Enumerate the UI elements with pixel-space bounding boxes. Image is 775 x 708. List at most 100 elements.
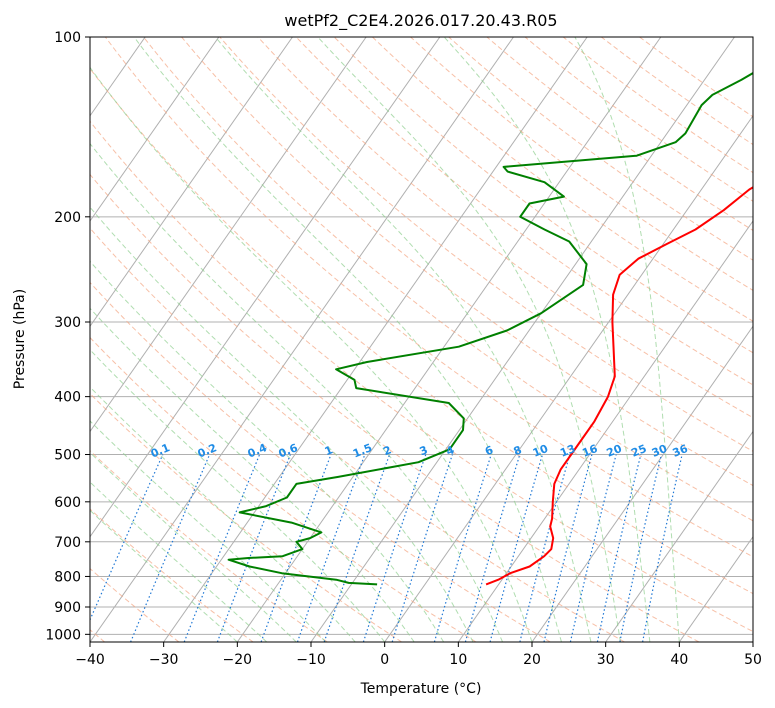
isotherm-line (531, 325, 753, 642)
x-tick-label: −20 (223, 652, 253, 668)
isotherm-line (678, 535, 753, 642)
mixing-ratio-line (296, 454, 366, 642)
dry-adiabat-line (90, 173, 700, 642)
mixing-ratio-line (569, 454, 617, 642)
isotherm-line (90, 37, 220, 222)
moist-adiabat-line (215, 37, 592, 642)
mixing-ratio-label: 30 (650, 442, 669, 460)
moist-adiabat-line (90, 142, 503, 642)
axes: −40 −30 −20 −10 0 10 20 30 40 5010020030040050060… (45, 30, 762, 668)
dry-adiabat-line (372, 37, 753, 322)
y-tick-label: 700 (54, 535, 81, 551)
mixing-ratio-line (489, 454, 544, 642)
mixing-ratio-label: 25 (629, 442, 648, 460)
mixing-ratio-label: 1 (323, 443, 335, 458)
x-tick-label: −30 (149, 652, 179, 668)
moist-adiabat-line (90, 260, 445, 642)
isotherm-line (163, 37, 588, 642)
mixing-ratio-line (464, 454, 521, 642)
mixing-ratio-label: 8 (512, 443, 524, 458)
dry-adiabat-line (486, 37, 753, 231)
isotherm-line (384, 114, 753, 642)
y-tick-label: 200 (54, 210, 81, 226)
moist-adiabat-line (90, 206, 474, 642)
moist-adiabat-line (90, 481, 268, 642)
moist-adiabat-line (317, 37, 621, 642)
mixing-ratio-label: 6 (483, 443, 495, 458)
dry-adiabat-line (524, 37, 753, 202)
mixing-ratio-label: 0.6 (277, 441, 300, 460)
dry-adiabat-line (219, 37, 753, 452)
mixing-ratio-label: 2 (381, 443, 393, 458)
moist-adiabat-line (90, 509, 238, 642)
isotherm-line (90, 37, 441, 538)
mixing-ratio-label: 10 (531, 442, 550, 460)
dry-adiabat-line (257, 37, 753, 419)
dry-adiabat-line (90, 120, 753, 633)
dry-adiabat-line (562, 37, 753, 174)
dry-adiabat-line (90, 508, 254, 642)
moist-adiabat-line (574, 37, 680, 642)
moist-adiabat-line (443, 37, 651, 642)
y-tick-label: 400 (54, 390, 81, 406)
mixing-ratio-line (323, 454, 391, 642)
isotherm-line (310, 37, 735, 642)
dry-adiabat-line (181, 37, 753, 487)
chart-title: wetPf2_C2E4.2026.017.20.43.R05 (284, 11, 557, 31)
mixing-ratio-line (260, 454, 332, 642)
mixing-ratio-label: 36 (671, 442, 690, 460)
dry-adiabat-line (639, 37, 753, 118)
mixing-ratio-line (619, 454, 662, 642)
moist-adiabat-line (90, 420, 327, 642)
moist-adiabat-line (90, 66, 533, 642)
isotherm-line (90, 37, 514, 642)
mixing-ratio-line (391, 454, 453, 642)
isotherm-line (90, 37, 367, 433)
x-tick-label: −10 (296, 652, 326, 668)
x-tick-label: 10 (449, 652, 467, 668)
y-axis-label: Pressure (hPa) (12, 289, 28, 389)
dry-adiabat-line (90, 336, 477, 642)
mixing-ratio-line (183, 454, 261, 642)
mixing-ratio-label: 1.5 (351, 441, 374, 460)
isotherm-line (605, 430, 753, 642)
mixing-ratio-line (130, 454, 211, 642)
dry-adiabat-line (333, 37, 753, 354)
mixing-ratio-label: 4 (444, 443, 456, 458)
y-tick-label: 600 (54, 495, 81, 511)
isotherm-line (457, 220, 753, 642)
y-tick-label: 800 (54, 569, 81, 585)
dewpoint-profile-line (227, 71, 753, 586)
mixing-ratio-label: 0.4 (246, 441, 269, 460)
dry-adiabat-line (295, 37, 753, 386)
mixing-ratio-label: 13 (558, 442, 577, 460)
dry-adiabat-line (90, 450, 328, 642)
moist-adiabat-line (90, 307, 415, 642)
line-labels: 0.1 0.2 0.4 0.6 1 1.5 2 3 4 6 8 10 13 16 20 25 30 36 (149, 441, 690, 461)
isotherm-line (752, 641, 753, 642)
x-tick-label: −40 (75, 652, 105, 668)
mixing-ratio-label: 3 (418, 443, 430, 458)
mixing-ratio-line (433, 454, 492, 642)
dry-adiabat-line (90, 67, 753, 595)
plot-area (90, 37, 753, 642)
temperature-profile-line (485, 186, 753, 586)
dry-adiabat-line (90, 281, 551, 642)
y-tick-label: 300 (54, 315, 81, 331)
plot-frame (89, 36, 754, 643)
x-tick-label: 40 (670, 652, 688, 668)
y-tick-label: 900 (54, 600, 81, 616)
mixing-ratio-label: 20 (605, 442, 624, 460)
mixing-ratio-label: 0.2 (196, 441, 219, 460)
mixing-ratio-line (642, 454, 683, 642)
dry-adiabat-line (143, 37, 753, 522)
y-tick-label: 500 (54, 448, 81, 464)
dry-adiabat-line (90, 227, 625, 642)
mixing-ratio-label: 0.1 (149, 441, 172, 460)
x-tick-label: 50 (744, 652, 762, 668)
x-tick-label: 20 (523, 652, 541, 668)
mixing-ratio-line (596, 454, 642, 642)
x-axis-label: Temperature (°C) (360, 681, 482, 697)
isotherm-line (236, 37, 662, 642)
